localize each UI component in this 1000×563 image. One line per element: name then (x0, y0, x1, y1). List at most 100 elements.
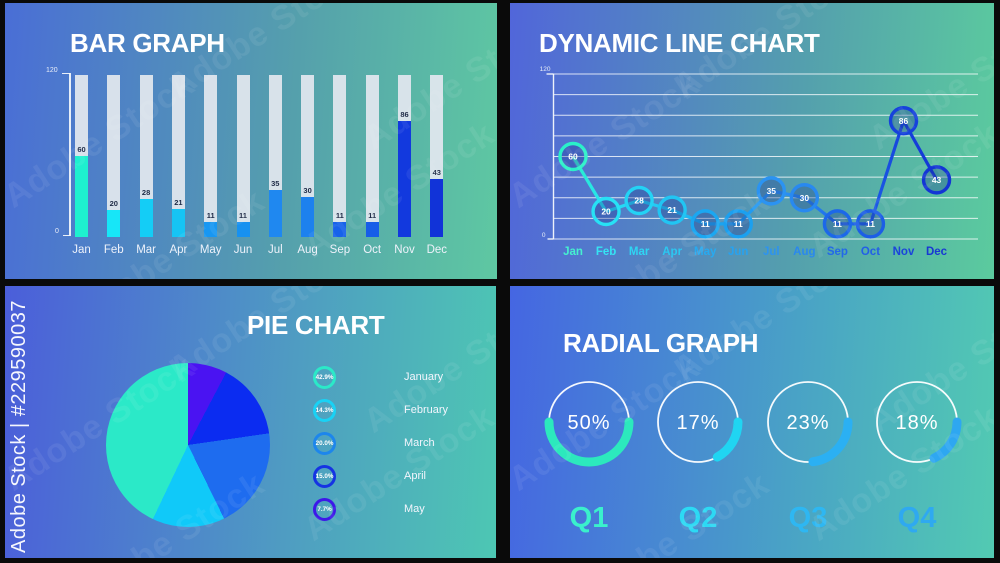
bar-fill (398, 120, 411, 237)
bar-y-axis-top-tick (62, 73, 70, 75)
line-chart-svg: 120 0 60 Jan 20 Feb 28 Mar 21 Apr 11 May 11 Jun 35 Jul 3… (540, 66, 978, 258)
legend-ring: 42.9% (313, 366, 336, 389)
line-month-label: Sep (827, 246, 848, 258)
data-point-value: 30 (800, 193, 810, 203)
bar-fill (236, 222, 250, 237)
bar-column: 43 Dec (427, 75, 447, 256)
bar-column: 86 Nov (394, 75, 415, 256)
legend-percent: 42.9% (315, 374, 334, 381)
quarter-label: Q1 (569, 502, 609, 534)
legend-label: January (404, 371, 444, 383)
line-segment (803, 196, 839, 226)
bar-fill (107, 210, 121, 237)
bar-column: 11 Sep (330, 75, 350, 256)
legend-label: February (404, 404, 449, 416)
quarter-label: Q3 (788, 502, 828, 534)
line-month-label: Jun (728, 246, 748, 258)
data-point (624, 185, 654, 216)
legend-label: March (404, 437, 435, 449)
bar-track (171, 75, 185, 237)
radial-items: 50% Q1 17% Q2 23% Q3 18% Q4 (510, 286, 994, 558)
bar-column: 30 Aug (297, 75, 318, 256)
data-point (756, 176, 786, 206)
bar-month-label: Apr (169, 244, 188, 256)
data-point (657, 195, 687, 225)
bar-track (107, 75, 121, 237)
line-month-label: May (694, 246, 717, 258)
data-point (822, 209, 853, 239)
line-segment (770, 189, 805, 200)
data-point-value: 11 (701, 219, 710, 229)
legend-ring: 20.0% (313, 432, 336, 455)
radial-gauge: 23% (763, 377, 853, 467)
bar-month-label: Dec (426, 244, 448, 256)
legend-ring: 7.7% (313, 498, 336, 521)
bar-fill (430, 178, 444, 237)
bar-month-label: Jul (267, 244, 283, 256)
radial-gauge: 17% (653, 377, 743, 467)
line-month-label: Feb (596, 246, 616, 258)
legend-label: April (404, 470, 427, 482)
bar-column: 60 Jan (72, 75, 91, 256)
bar-month-label: Aug (297, 244, 318, 256)
bar-month-label: Jan (72, 244, 91, 256)
legend-ring: 15.0% (313, 465, 336, 488)
line-chart-panel: DYNAMIC LINE CHART 120 0 60 Jan 20 Feb 28 Mar 21… (510, 3, 994, 279)
data-point (723, 209, 753, 239)
bar-value-label: 28 (141, 188, 151, 198)
data-point (690, 209, 720, 239)
line-month-label: Jul (763, 246, 780, 258)
bar-track (236, 75, 250, 237)
line-month-label: Oct (861, 246, 880, 258)
data-point-value: 20 (601, 207, 611, 217)
gauge-percent: 23% (786, 412, 829, 434)
bar-y-axis-bottom-tick (63, 234, 70, 236)
line-segment (671, 208, 706, 226)
bar-value-label: 11 (239, 211, 247, 221)
data-point-value: 60 (568, 152, 578, 162)
quarter-label: Q4 (897, 502, 937, 534)
line-month-label: Apr (662, 246, 682, 258)
line-chart-title: DYNAMIC LINE CHART (539, 28, 820, 58)
bar-month-label: Jun (233, 244, 253, 256)
bar-fill (301, 196, 315, 237)
pie-circle (106, 363, 270, 527)
bar-value-label: 43 (432, 167, 441, 177)
gauge-arc (653, 377, 743, 467)
bar-month-label: Feb (103, 244, 124, 256)
bar-fill (333, 222, 347, 237)
bar-value-label: 30 (303, 185, 312, 195)
bar-column: 21 Apr (169, 75, 187, 256)
bar-track (333, 75, 347, 237)
line-month-label: Mar (629, 246, 650, 258)
bar-fill (171, 208, 185, 237)
bar-chart-plot: 120 0 60 Jan 20 Feb 28 Mar 21 Apr 11 May 11 Jun 35 Ju… (5, 3, 497, 279)
data-point (888, 106, 919, 136)
line-y-min-label: 0 (542, 232, 546, 239)
pie-legend: 42.9% January 14.3% February 20.0% March 15.0%… (5, 286, 496, 558)
line-segment (737, 189, 773, 226)
gauge-arc (872, 377, 962, 467)
data-point-value: 28 (634, 196, 644, 206)
legend-ring: 14.3% (313, 399, 336, 422)
data-point-value: 21 (667, 205, 677, 215)
radial-graph-title: RADIAL GRAPH (563, 328, 759, 358)
data-point (558, 141, 588, 172)
line-segment (868, 120, 906, 225)
legend-label: May (404, 503, 425, 515)
bar-columns: 60 Jan 20 Feb 28 Mar 21 Apr 11 May 11 Jun 35 Jul 30 Aug… (5, 3, 497, 279)
bar-y-axis-line (69, 73, 71, 236)
line-y-max-label: 120 (540, 66, 551, 73)
data-point-value: 11 (833, 219, 842, 229)
data-point (855, 209, 886, 239)
gauge-percent: 18% (895, 412, 938, 434)
data-point-value: 11 (734, 219, 743, 229)
legend-percent: 7.7% (317, 506, 332, 513)
bar-column: 28 Mar (136, 75, 156, 256)
gauge-arc (544, 377, 634, 467)
radial-gauge: 18% (872, 377, 962, 467)
bar-month-label: May (199, 244, 222, 256)
bar-fill (139, 199, 153, 237)
bar-value-label: 11 (368, 211, 377, 221)
